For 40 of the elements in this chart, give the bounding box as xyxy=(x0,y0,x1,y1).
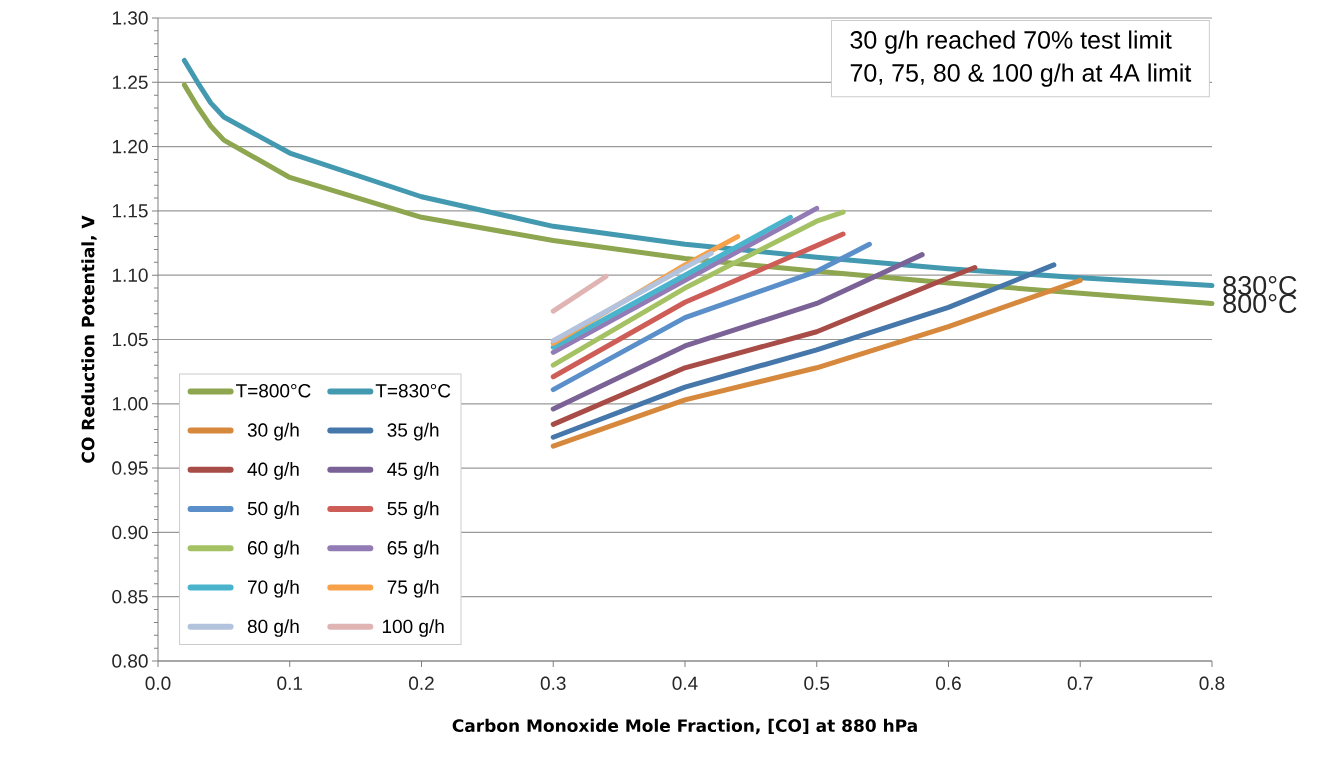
x-tick-label: 0.2 xyxy=(409,676,434,690)
legend-label: 60 g/h xyxy=(247,540,299,559)
x-tick-label: 0.0 xyxy=(145,676,171,690)
y-tick-label: 1.05 xyxy=(112,332,148,347)
x-tick-label: 0.7 xyxy=(1067,676,1093,690)
y-tick-label: 1.30 xyxy=(112,11,148,25)
y-tick-label: 1.00 xyxy=(112,397,148,411)
legend-label: 100 g/h xyxy=(382,619,444,637)
legend-label: 70 g/h xyxy=(248,579,299,598)
y-tick-label: 0.95 xyxy=(112,461,148,475)
legend-label: 55 g/h xyxy=(387,501,439,520)
legend-label: 75 g/h xyxy=(387,579,439,598)
legend-label: 45 g/h xyxy=(387,462,439,480)
y-tick-label: 1.25 xyxy=(112,75,148,90)
legend-label: 30 g/h xyxy=(247,422,299,441)
legend-label: 50 g/h xyxy=(247,501,299,520)
y-tick-label: 1.20 xyxy=(112,139,148,154)
legend-label: 35 g/h xyxy=(387,422,439,441)
y-tick-label: 1.10 xyxy=(112,268,148,282)
y-tick-label: 0.80 xyxy=(112,654,148,668)
legend-label: 65 g/h xyxy=(387,540,439,559)
legend-label: T=800°C xyxy=(236,384,311,398)
legend-label: 80 g/h xyxy=(247,619,299,637)
x-tick-label: 0.6 xyxy=(936,676,961,690)
x-axis-title: Carbon Monoxide Mole Fraction, [CO] at 880 hPa xyxy=(452,718,917,735)
annotation: 800°C xyxy=(1223,293,1297,314)
x-tick-label: 0.8 xyxy=(1199,676,1225,690)
y-tick-label: 1.15 xyxy=(112,204,148,218)
legend-label: 40 g/h xyxy=(247,462,299,480)
y-axis-title: CO Reduction Potential, V xyxy=(81,215,97,463)
annotation: 30 g/h reached 70% test limit xyxy=(850,30,1172,54)
annotation: 70, 75, 80 & 100 g/h at 4A limit xyxy=(850,63,1192,87)
legend-label: T=830°C xyxy=(375,384,451,398)
x-tick-label: 0.1 xyxy=(277,676,303,690)
x-tick-label: 0.3 xyxy=(540,676,566,690)
y-tick-label: 0.90 xyxy=(112,525,148,540)
annotation: 830°C xyxy=(1223,275,1297,296)
x-tick-label: 0.5 xyxy=(804,676,830,690)
y-tick-label: 0.85 xyxy=(112,589,148,604)
x-tick-label: 0.4 xyxy=(672,676,698,690)
